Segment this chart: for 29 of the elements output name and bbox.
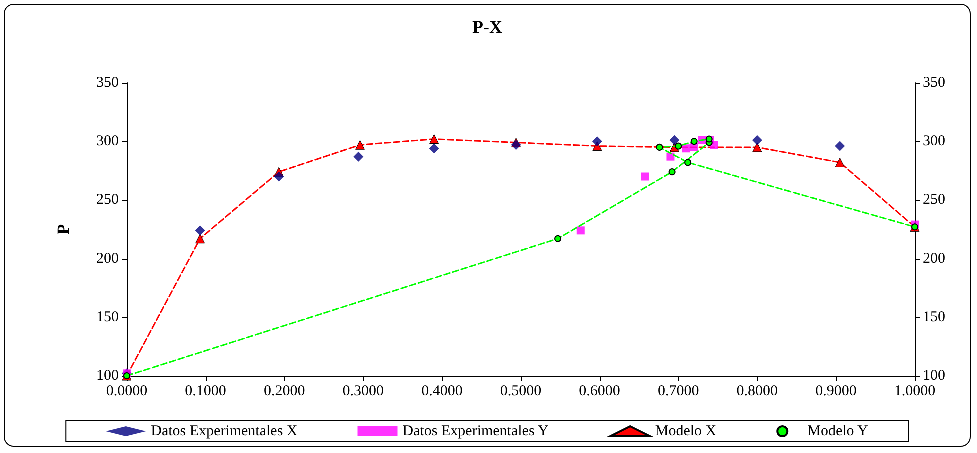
chart-title: P-X: [472, 17, 502, 37]
x-tick-label: 0.2000: [264, 384, 306, 400]
y2-tick-label: 350: [923, 75, 946, 91]
y-axis-title: P: [54, 224, 73, 235]
legend-label: Datos Experimentales Y: [402, 424, 549, 440]
y-tick-label: 350: [96, 75, 119, 91]
x-tick-label: 0.9000: [816, 384, 857, 400]
x-tick-label: 0.6000: [579, 384, 620, 400]
y-tick-label: 200: [96, 250, 119, 267]
y-tick-label: 150: [96, 309, 119, 326]
x-tick-label: 0.1000: [185, 384, 226, 400]
x-tick-label: 0.3000: [342, 384, 384, 400]
x-tick-label: 1.0000: [894, 384, 936, 400]
y-tick-label: 250: [96, 192, 119, 208]
x-tick-label: 0.0000: [106, 384, 148, 400]
y2-tick-label: 200: [923, 250, 946, 267]
x-tick-label: 0.5000: [500, 384, 542, 400]
x-tick-label: 0.8000: [736, 384, 778, 400]
y-tick-label: 100: [96, 368, 119, 384]
legend-label: Datos Experimentales X: [151, 424, 298, 440]
y2-tick-label: 300: [923, 134, 946, 150]
x-tick-label: 0.7000: [658, 384, 700, 400]
y2-tick-label: 150: [923, 309, 946, 326]
x-tick-label: 0.4000: [422, 384, 463, 400]
y-tick-label: 300: [96, 134, 119, 150]
legend-label: Modelo X: [655, 424, 717, 440]
legend-label: Modelo Y: [808, 424, 868, 440]
y2-tick-label: 100: [923, 368, 946, 384]
y2-tick-label: 250: [923, 192, 946, 208]
